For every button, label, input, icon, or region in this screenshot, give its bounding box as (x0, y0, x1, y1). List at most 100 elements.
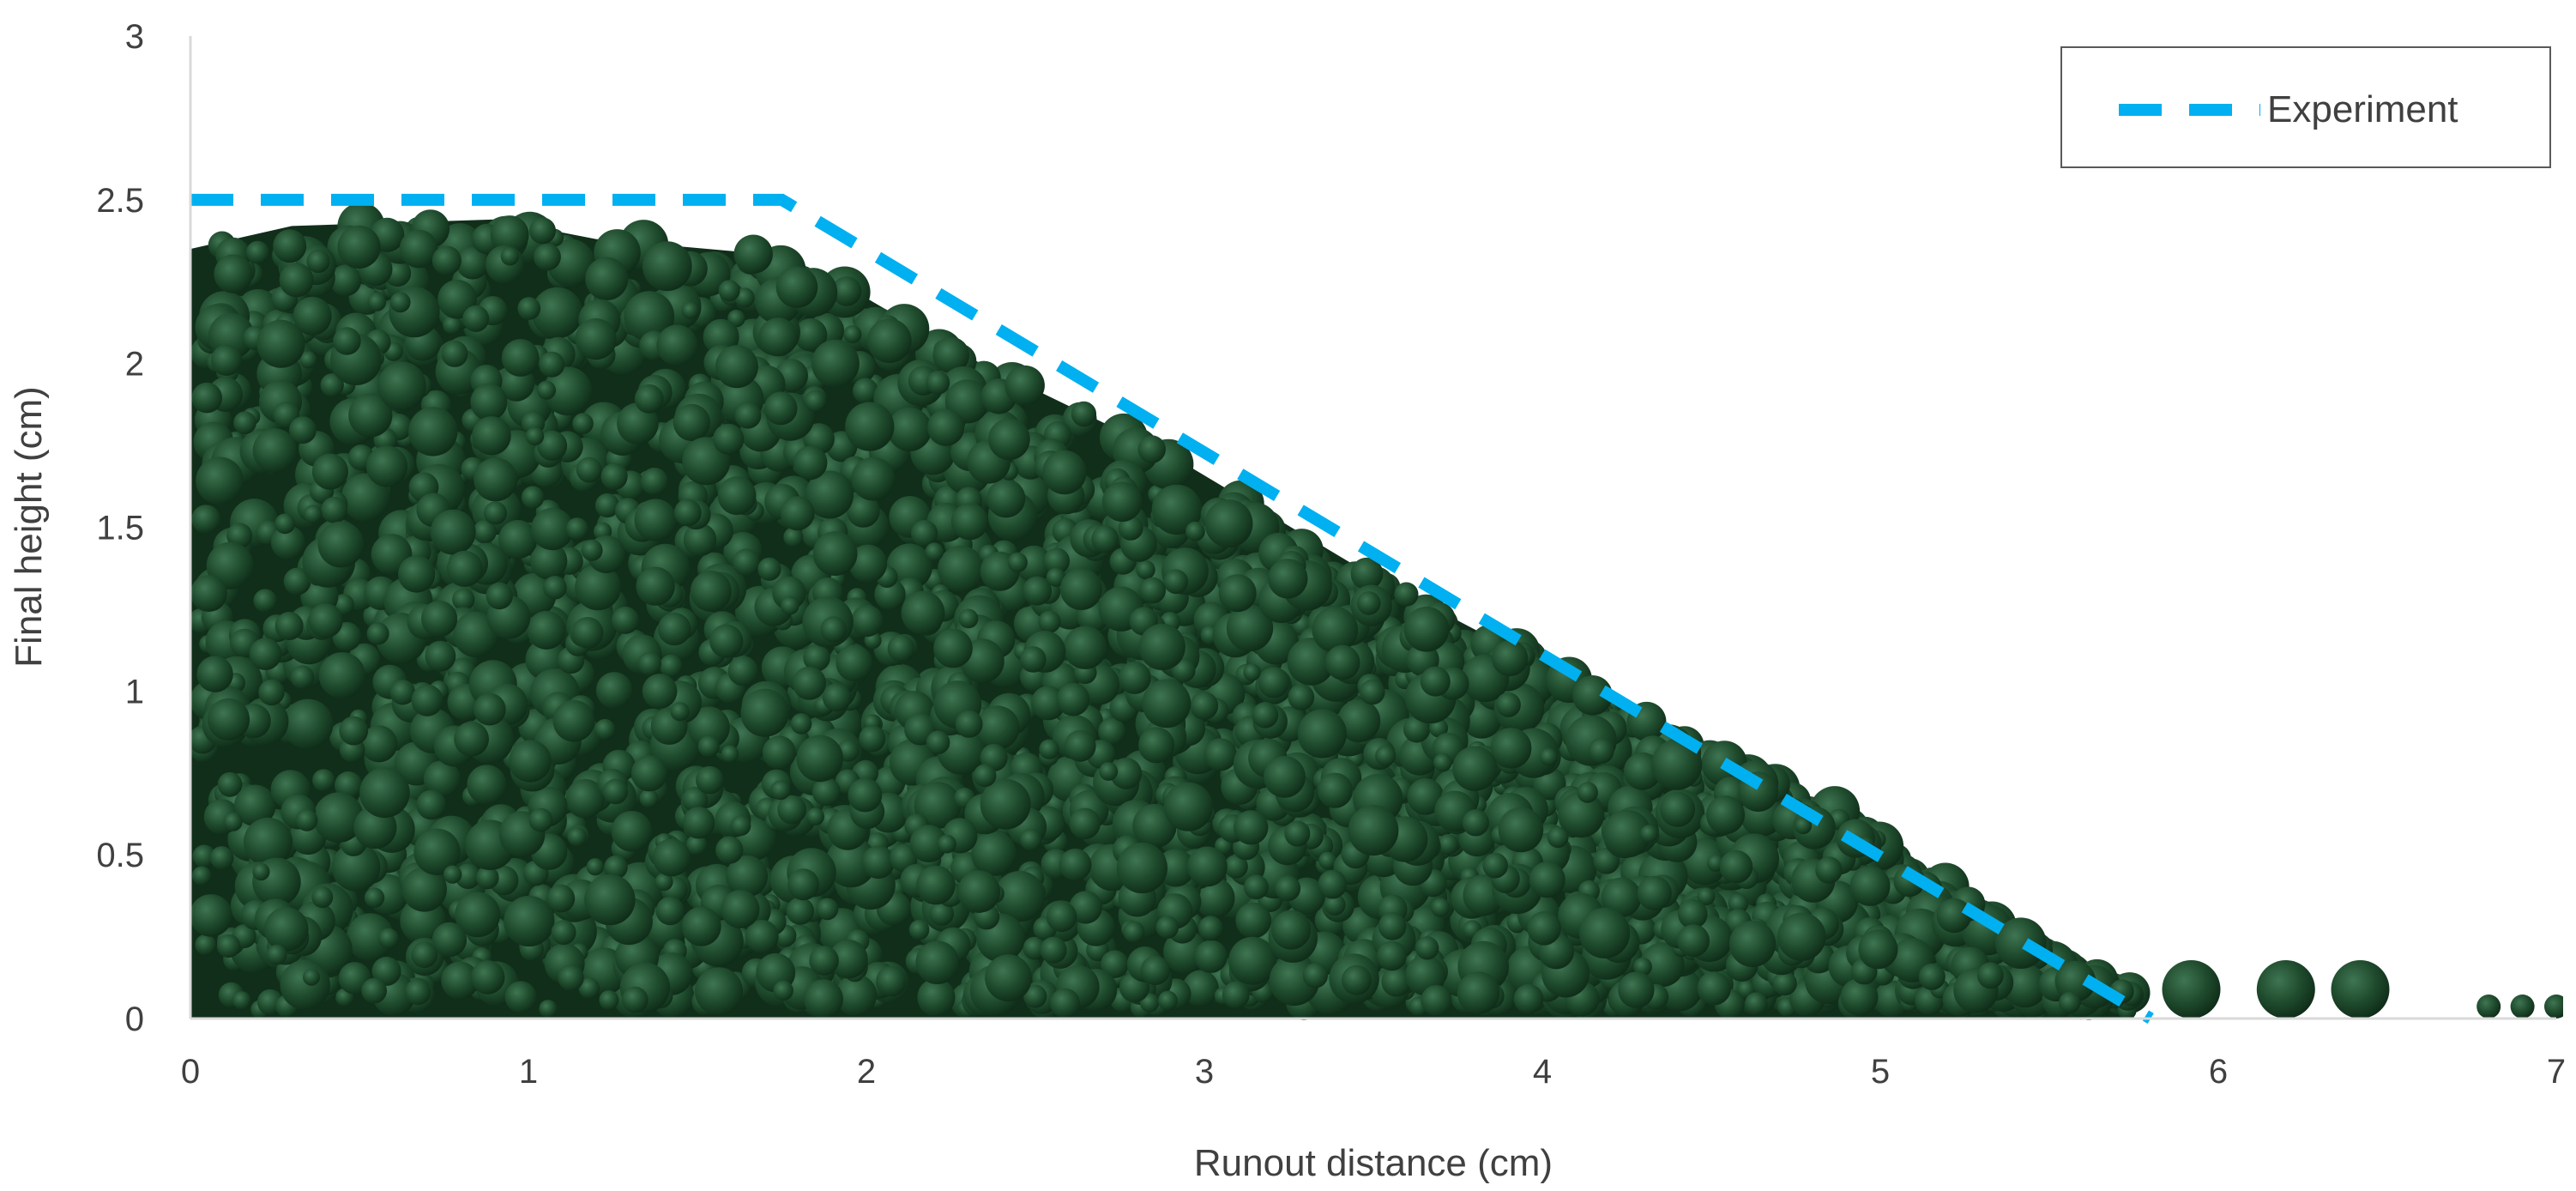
particle-sphere (2059, 991, 2081, 1014)
particle-sphere (581, 539, 603, 561)
particle-sphere (1039, 739, 1059, 759)
particle-sphere (846, 494, 880, 528)
particle-sphere (341, 473, 390, 522)
particle-sphere (1918, 963, 1946, 990)
particle-sphere (1618, 971, 1655, 1008)
particle-sphere (1198, 916, 1223, 941)
particle-sphere (1995, 917, 2047, 969)
particle-sphere (1163, 782, 1213, 831)
particle-sphere (909, 825, 948, 862)
x-tick-labels: 0 1 2 3 4 5 6 7 (181, 1053, 2566, 1091)
y-tick-label: 1.5 (96, 510, 144, 547)
particle-sphere (584, 874, 636, 926)
particle-sphere (762, 735, 796, 770)
legend-label-experiment: Experiment (2267, 88, 2458, 130)
particle-sphere (1046, 567, 1065, 587)
particle-sphere (914, 782, 962, 829)
particle-sphere (500, 247, 520, 266)
particle-sphere (527, 610, 566, 650)
particle-sphere (937, 725, 986, 775)
particle-sphere (1840, 977, 1879, 1016)
particle-sphere (1677, 924, 1710, 958)
particle-sphere (594, 493, 620, 518)
particle-sphere (1360, 679, 1385, 705)
particle-sphere (1394, 582, 1419, 607)
particle-sphere (1375, 745, 1397, 766)
particle-sphere (929, 901, 954, 926)
particle-sphere (887, 407, 932, 451)
particle-sphere (1579, 907, 1631, 958)
particle-sphere (312, 769, 335, 792)
particle-sphere (1603, 809, 1651, 858)
particle-sphere (430, 509, 476, 555)
particle-sphere (192, 844, 216, 868)
particle-sphere (431, 245, 462, 275)
particle-sphere (1069, 807, 1101, 839)
particle-sphere (1163, 569, 1189, 595)
y-tick-labels: 0 0.5 1 1.5 2 2.5 3 (96, 18, 144, 1038)
particle-sphere (274, 612, 304, 640)
particle-sphere (816, 898, 839, 921)
particle-sphere (539, 1000, 558, 1019)
particle-sphere (1118, 661, 1151, 694)
particle-sphere (521, 486, 545, 509)
particle-sphere (311, 886, 334, 909)
particle-sphere (713, 423, 745, 455)
particle-sphere (214, 254, 253, 293)
particle-sphere (787, 868, 819, 901)
particle-sphere (938, 546, 985, 593)
particle-sphere (1697, 887, 1716, 906)
particle-sphere (1046, 901, 1077, 933)
particle-sphere (484, 501, 507, 525)
particle-sphere (988, 418, 1030, 461)
particle-sphere (690, 571, 732, 612)
particle-sphere (289, 416, 317, 444)
particle-sphere (1317, 772, 1353, 808)
particle-sphere (683, 523, 717, 557)
particle-sphere (537, 380, 556, 400)
particle-sphere (925, 542, 944, 561)
particle-sphere (1462, 809, 1489, 837)
particle-sphere (1123, 921, 1145, 943)
particle-sphere (955, 710, 983, 738)
particle-sphere (803, 644, 830, 672)
particle-sphere (1224, 854, 1248, 879)
particle-sphere (223, 812, 243, 831)
particle-sphere (525, 426, 545, 446)
particle-sphere (670, 702, 690, 722)
particle-sphere (337, 225, 381, 269)
particle-sphere (726, 855, 769, 898)
runout-particle (2331, 960, 2390, 1019)
particle-sphere (1172, 658, 1196, 683)
particle-sphere (600, 462, 628, 490)
particle-sphere (304, 505, 323, 523)
particle-sphere (655, 897, 685, 926)
particle-sphere (1019, 828, 1042, 851)
particle-sphere (441, 961, 480, 1000)
particle-sphere (1059, 848, 1092, 881)
particle-sphere (348, 393, 393, 438)
particle-sphere (639, 789, 659, 808)
particle-sphere (1540, 747, 1558, 766)
particle-sphere (890, 843, 918, 873)
particle-sphere (717, 476, 757, 516)
particle-sphere (361, 977, 387, 1004)
particle-sphere (290, 665, 315, 689)
particle-sphere (1498, 807, 1544, 853)
particle-sphere (473, 692, 506, 726)
particle-sphere (474, 457, 518, 502)
runout-particle (2476, 995, 2501, 1019)
particle-sphere (1043, 547, 1071, 575)
particle-sphere (1138, 727, 1175, 764)
particle-sphere (611, 811, 653, 852)
particle-sphere (1728, 893, 1749, 914)
particle-sphere (245, 240, 269, 264)
particle-sphere (190, 575, 227, 612)
particle-sphere (467, 765, 507, 805)
x-tick-label: 1 (519, 1053, 538, 1091)
particle-sphere (1431, 898, 1451, 917)
particle-sphere (210, 344, 242, 376)
particle-sphere (504, 981, 537, 1013)
particle-sphere (443, 865, 462, 884)
particle-sphere (531, 507, 574, 551)
